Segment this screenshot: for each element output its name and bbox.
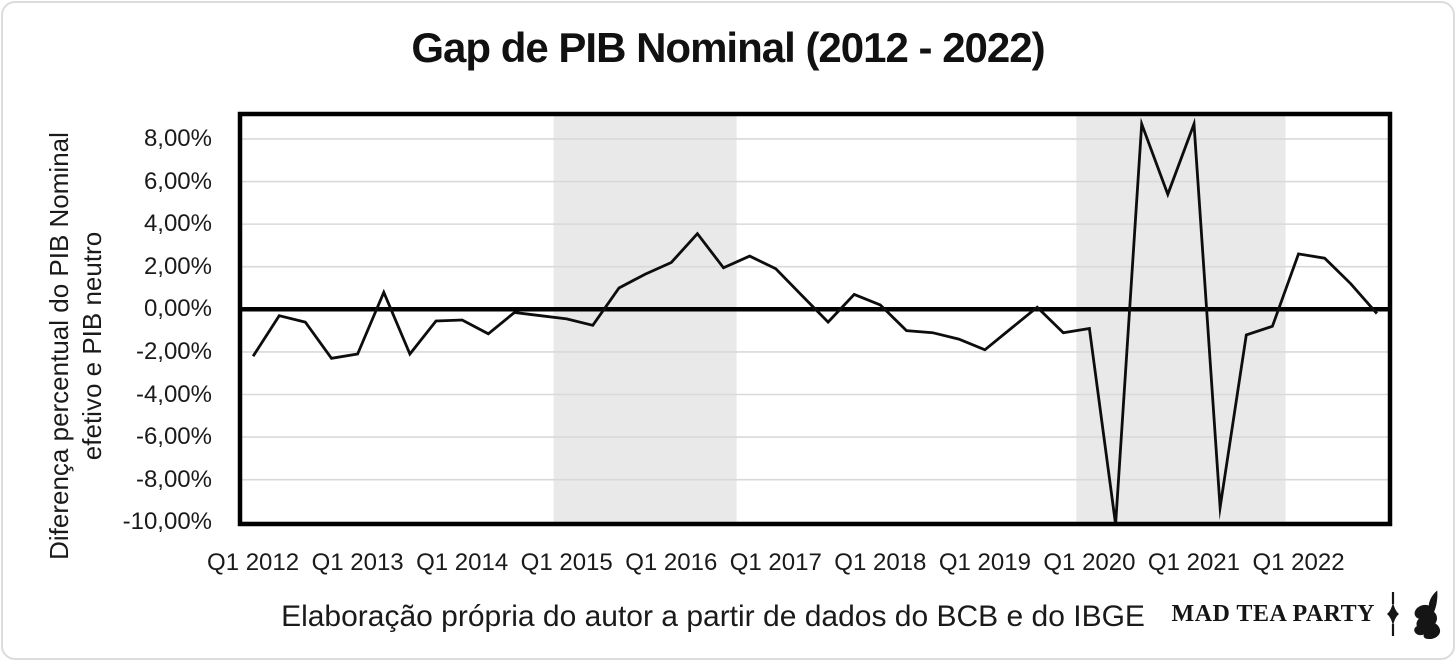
y-tick-label: -8,00% xyxy=(135,465,212,493)
brand-logo-text: MAD TEA PARTY xyxy=(1171,600,1375,627)
x-tick-label: Q1 2022 xyxy=(1252,549,1345,576)
recession-shading-band xyxy=(1076,114,1286,524)
x-tick-label: Q1 2017 xyxy=(729,549,822,576)
y-tick-label: 0,00% xyxy=(143,295,212,323)
y-tick-label: -6,00% xyxy=(135,423,212,451)
source-caption: Elaboração própria do autor a partir de … xyxy=(281,600,1145,633)
y-tick-label: 4,00% xyxy=(143,210,212,238)
y-tick-label: 6,00% xyxy=(143,167,212,195)
x-tick-label: Q1 2014 xyxy=(416,549,509,576)
y-tick-label: 8,00% xyxy=(143,124,212,152)
brand-logo: MAD TEA PARTY xyxy=(1161,588,1442,640)
sparkle-icon xyxy=(1387,592,1399,636)
y-tick-label: -4,00% xyxy=(135,380,212,408)
gap-line-series xyxy=(251,117,1378,525)
x-tick-label: Q1 2016 xyxy=(625,549,718,576)
y-tick-label: -2,00% xyxy=(135,337,212,365)
x-tick-label: Q1 2020 xyxy=(1043,549,1136,576)
x-tick-label: Q1 2019 xyxy=(938,549,1031,576)
plot-area xyxy=(237,111,1393,527)
x-tick-label: Q1 2015 xyxy=(520,549,613,576)
x-tick-label: Q1 2018 xyxy=(834,549,927,576)
plot-frame xyxy=(237,111,1393,527)
chart-title: Gap de PIB Nominal (2012 - 2022) xyxy=(411,24,1045,71)
recession-shading-band xyxy=(553,114,737,524)
y-tick-label: -10,00% xyxy=(122,508,212,536)
rabbit-icon xyxy=(1414,590,1441,639)
x-tick-label: Q1 2021 xyxy=(1147,549,1241,576)
x-tick-label: Q1 2012 xyxy=(207,549,300,576)
x-tick-label: Q1 2013 xyxy=(311,549,404,576)
y-tick-label: 2,00% xyxy=(143,252,212,280)
